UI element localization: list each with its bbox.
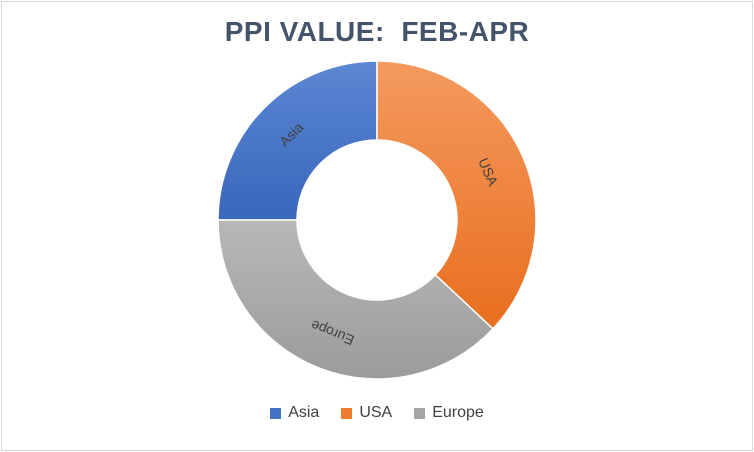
legend-item-asia: Asia — [270, 404, 319, 422]
donut-slices — [217, 60, 537, 380]
donut-slice-europe — [217, 219, 494, 380]
legend-label-asia: Asia — [288, 404, 320, 421]
legend: Asia USA Europe — [2, 404, 752, 422]
legend-label-usa: USA — [359, 404, 393, 421]
chart-title: PPI VALUE: FEB-APR — [224, 16, 530, 47]
legend-label-europe: Europe — [432, 404, 484, 421]
legend-swatch-asia — [270, 407, 282, 419]
legend-item-europe: Europe — [414, 404, 484, 422]
donut-slice-usa — [376, 60, 537, 330]
legend-item-usa: USA — [341, 404, 392, 422]
legend-swatch-usa — [341, 407, 353, 419]
legend-swatch-europe — [414, 407, 426, 419]
donut-slice-asia — [217, 60, 378, 221]
